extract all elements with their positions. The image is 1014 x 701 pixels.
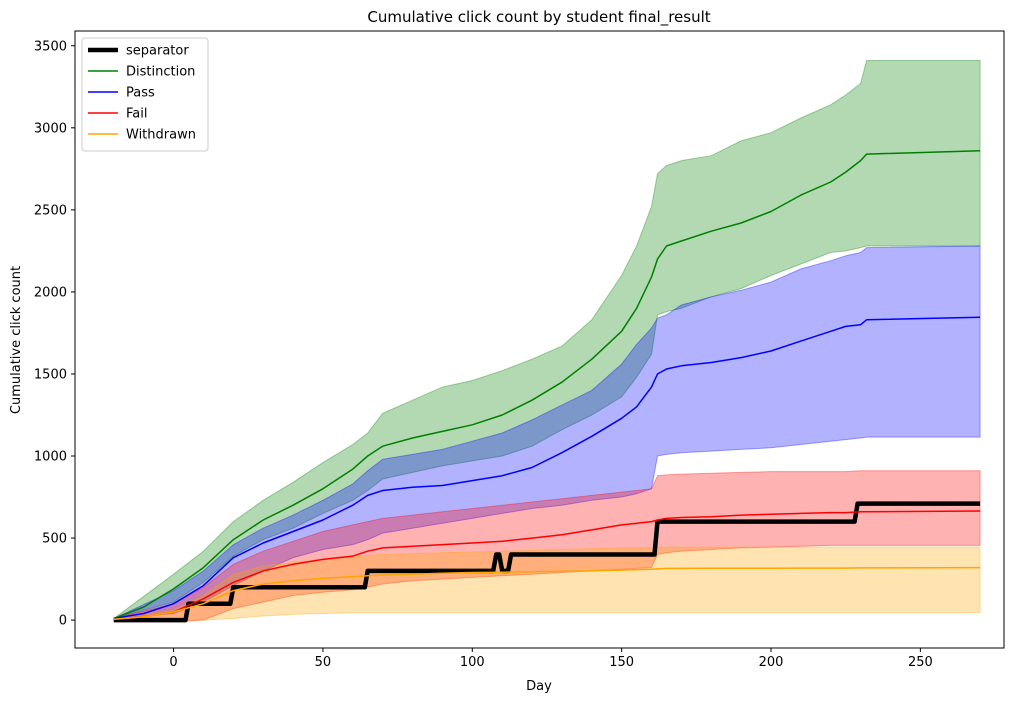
y-tick-label: 1500 (34, 367, 67, 382)
band-pass (113, 245, 981, 619)
x-axis-ticks: 0 50 100 150 200 250 (169, 648, 933, 670)
y-tick-label: 1000 (34, 450, 67, 465)
band-distinction (113, 60, 981, 619)
chart-title: Cumulative click count by student final_… (367, 8, 710, 27)
y-axis-ticks: 0 500 1000 1500 2000 2500 3000 3500 (34, 39, 75, 629)
series-lines (113, 150, 981, 623)
legend: separator Distinction Pass Fail Withdrawn (81, 37, 209, 152)
y-tick-label: 0 (59, 614, 67, 629)
x-axis-label: Day (526, 679, 552, 694)
y-tick-label: 500 (42, 532, 67, 547)
legend-label-distinction: Distinction (126, 65, 195, 80)
x-tick-label: 50 (315, 655, 332, 670)
x-tick-label: 100 (460, 655, 485, 670)
line-pass (113, 316, 981, 620)
x-tick-label: 150 (609, 655, 634, 670)
y-tick-label: 3000 (34, 121, 67, 136)
y-tick-label: 2000 (34, 285, 67, 300)
legend-label-separator: separator (126, 44, 189, 59)
confidence-bands (113, 60, 981, 623)
line-fail (113, 510, 981, 621)
legend-label-fail: Fail (126, 107, 147, 122)
plot-frame (74, 30, 1005, 649)
y-tick-label: 3500 (34, 39, 67, 54)
legend-label-withdrawn: Withdrawn (126, 128, 196, 143)
x-tick-label: 200 (759, 655, 784, 670)
legend-box (81, 37, 209, 152)
band-withdrawn (113, 546, 981, 621)
legend-label-pass: Pass (126, 86, 155, 101)
y-axis-label: Cumulative click count (9, 266, 24, 414)
line-separator (113, 501, 981, 623)
line-withdrawn (113, 566, 981, 621)
x-tick-label: 250 (908, 655, 933, 670)
line-distinction (113, 150, 981, 620)
y-tick-label: 2500 (34, 203, 67, 218)
x-tick-label: 0 (169, 655, 177, 670)
band-fail (113, 470, 981, 623)
